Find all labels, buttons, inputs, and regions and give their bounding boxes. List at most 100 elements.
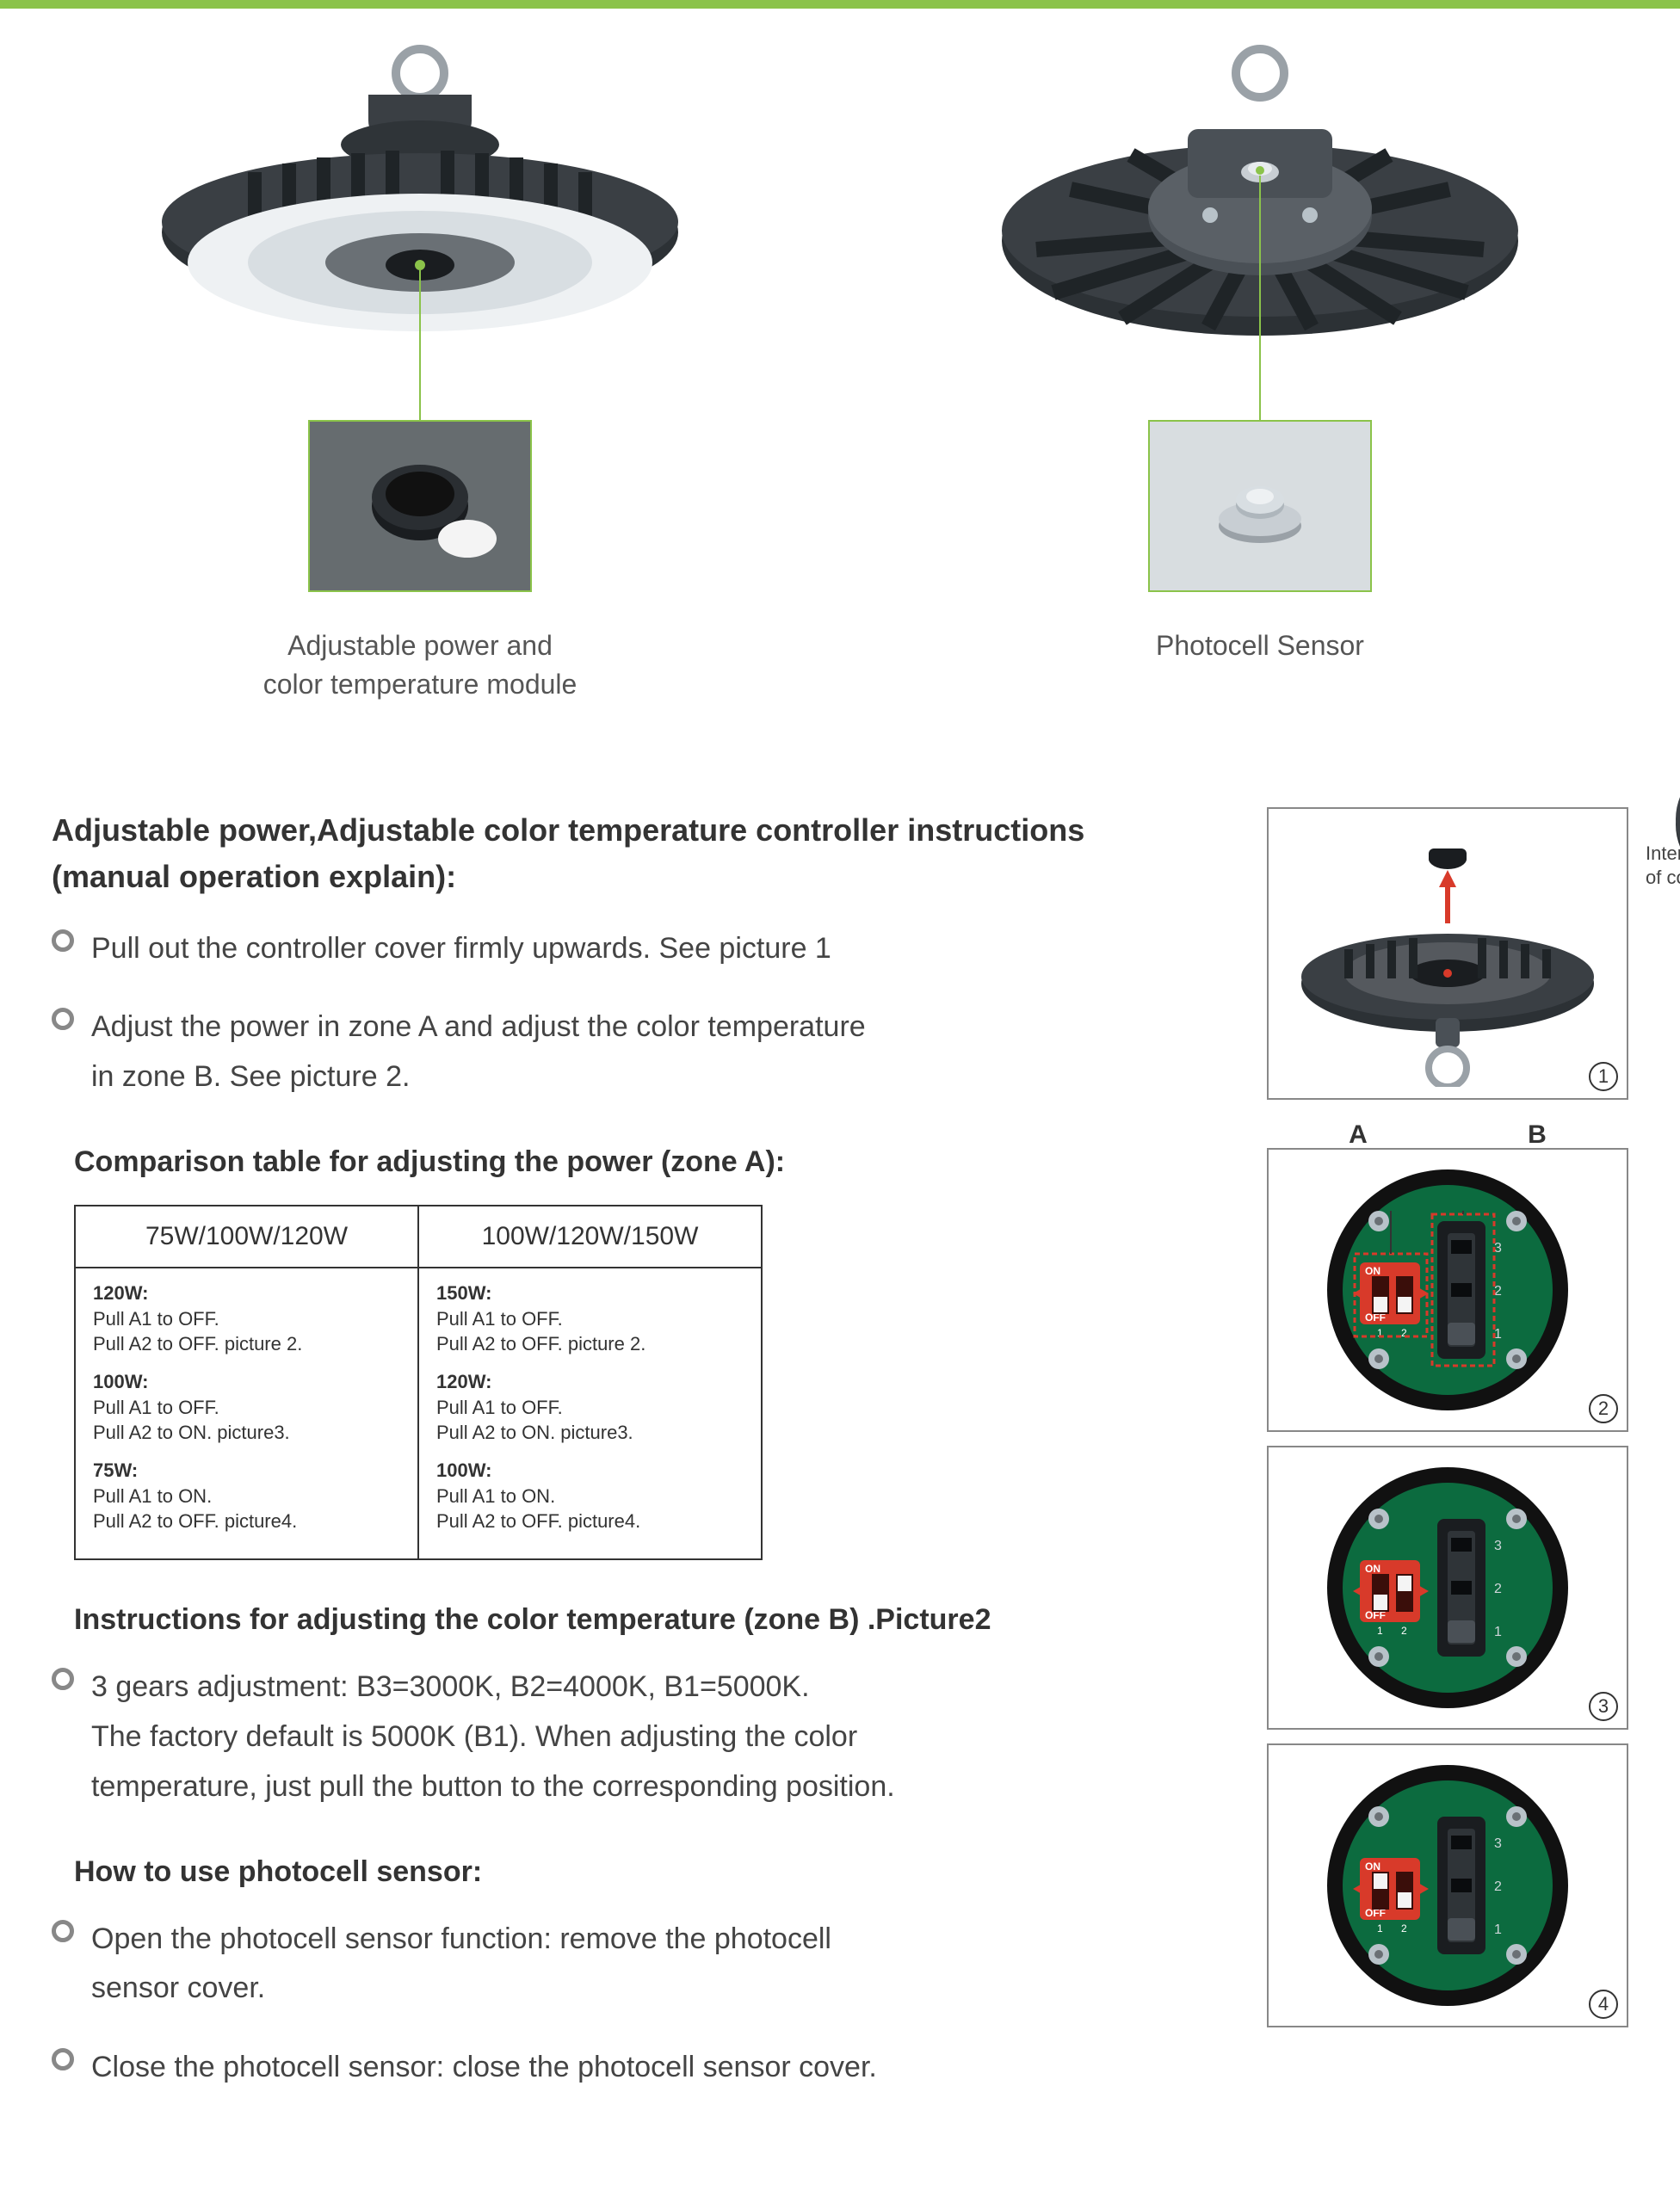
photocell-detail: [1208, 459, 1312, 553]
page-content: Adjustable power and color temperature m…: [0, 9, 1680, 2174]
figure-left: Adjustable power and color temperature m…: [119, 43, 721, 704]
figure-right: Photocell Sensor: [959, 43, 1561, 665]
step-line: Pull A2 to OFF. picture 2.: [436, 1333, 645, 1355]
svg-text:ON: ON: [1365, 1265, 1380, 1277]
figure-left-caption: Adjustable power and color temperature m…: [263, 626, 578, 704]
step-line: Pull A1 to OFF.: [436, 1397, 563, 1418]
wattage-label: 120W:: [436, 1371, 491, 1392]
table-header: 100W/120W/150W: [418, 1206, 762, 1268]
step-line: Pull A1 to OFF.: [93, 1308, 219, 1330]
caption-text: Photocell Sensor: [1156, 630, 1364, 661]
step-line: Pull A2 to OFF. picture 2.: [93, 1333, 302, 1355]
wattage-label: 75W:: [93, 1459, 138, 1481]
product-figures-row: Adjustable power and color temperature m…: [52, 43, 1628, 704]
wattage-label: 150W:: [436, 1282, 491, 1304]
lower-layout: Adjustable power,Adjustable color temper…: [52, 807, 1628, 2122]
bullet-line: 3 gears adjustment: B3=3000K, B2=4000K, …: [91, 1663, 895, 1712]
bullet-line: temperature, just pull the button to the…: [91, 1762, 895, 1812]
zone-label-b: B: [1528, 1120, 1547, 1150]
step-line: Pull A2 to OFF. picture4.: [436, 1510, 640, 1532]
bullet-adjust-zones: Adjust the power in zone A and adjust th…: [52, 1003, 1241, 1102]
bullet-icon: [52, 1008, 74, 1030]
heading-photocell: How to use photocell sensor:: [74, 1855, 1241, 1889]
detail-box-photocell: [1148, 420, 1372, 592]
bullet-pull-cover: Pull out the controller cover firmly upw…: [52, 924, 1241, 974]
comparison-table: 75W/100W/120W 100W/120W/150W 120W: Pull A…: [74, 1205, 763, 1560]
pictures-col: Internal structure of controller: [1267, 807, 1628, 2027]
bullet-photocell-open: Open the photocell sensor function: remo…: [52, 1915, 1241, 2015]
panel1-illustration: [1284, 820, 1611, 1087]
svg-text:3: 3: [1494, 1836, 1502, 1851]
bullet-color-gears: 3 gears adjustment: B3=3000K, B2=4000K, …: [52, 1663, 1241, 1811]
svg-text:1: 1: [1494, 1922, 1502, 1937]
panel-number: 2: [1589, 1394, 1618, 1423]
picture-panel-4: 321ONOFF12 4: [1267, 1743, 1628, 2027]
heading-comparison-table: Comparison table for adjusting the power…: [74, 1145, 1241, 1179]
step-line: Pull A2 to ON. picture3.: [436, 1422, 633, 1443]
panel-1-wrapper: Internal structure of controller: [1267, 807, 1628, 1100]
bullet-text: Close the photocell sensor: close the ph…: [91, 2043, 877, 2093]
pcb-illustration-2: 321ONOFF12: [1319, 1161, 1577, 1419]
step-line: Pull A1 to OFF.: [93, 1397, 219, 1418]
caption-text: color temperature module: [263, 669, 578, 700]
heading-color-temp: Instructions for adjusting the color tem…: [74, 1603, 1241, 1637]
step-line: Pull A1 to OFF.: [436, 1308, 563, 1330]
svg-text:3: 3: [1494, 1539, 1502, 1553]
note-line: Internal structure: [1646, 842, 1680, 864]
wattage-label: 100W:: [93, 1371, 148, 1392]
accent-top-bar: [0, 0, 1680, 9]
svg-text:ON: ON: [1365, 1563, 1380, 1575]
bullet-icon: [52, 1668, 74, 1690]
figure-right-caption: Photocell Sensor: [1156, 626, 1364, 665]
bullet-icon: [52, 2048, 74, 2070]
wattage-label: 120W:: [93, 1282, 148, 1304]
svg-text:1: 1: [1377, 1922, 1383, 1935]
controller-knob-detail: [334, 437, 506, 575]
bullet-icon: [52, 1920, 74, 1942]
table-cell: 150W: Pull A1 to OFF. Pull A2 to OFF. pict…: [418, 1268, 762, 1559]
wattage-label: 100W:: [436, 1459, 491, 1481]
note-line: of controller: [1646, 867, 1680, 888]
heading-controller-instructions: Adjustable power,Adjustable color temper…: [52, 807, 1241, 900]
svg-text:ON: ON: [1365, 1861, 1380, 1873]
instructions-col: Adjustable power,Adjustable color temper…: [52, 807, 1241, 2122]
step-line: Pull A2 to ON. picture3.: [93, 1422, 290, 1443]
panel-number: 3: [1589, 1692, 1618, 1721]
table-cell: 120W: Pull A1 to OFF. Pull A2 to OFF. pict…: [75, 1268, 418, 1559]
bullet-text: 3 gears adjustment: B3=3000K, B2=4000K, …: [91, 1663, 895, 1811]
heading-text: (manual operation explain):: [52, 859, 456, 894]
picture-panel-3: 321ONOFF12 3: [1267, 1446, 1628, 1730]
pcb-illustration-3: 321ONOFF12: [1319, 1459, 1577, 1717]
bullet-text: Adjust the power in zone A and adjust th…: [91, 1003, 866, 1102]
svg-text:2: 2: [1494, 1582, 1502, 1596]
detail-box-controller: [308, 420, 532, 592]
bullet-text: Pull out the controller cover firmly upw…: [91, 924, 831, 974]
bullet-icon: [52, 929, 74, 952]
svg-text:2: 2: [1401, 1625, 1407, 1637]
caption-text: Adjustable power and: [287, 630, 553, 661]
highbay-front-illustration: [145, 43, 695, 422]
internal-structure-note: Internal structure of controller: [1646, 842, 1680, 891]
panel-number: 4: [1589, 1990, 1618, 2019]
svg-text:2: 2: [1494, 1879, 1502, 1894]
svg-text:1: 1: [1377, 1625, 1383, 1637]
step-line: Pull A1 to ON.: [436, 1485, 555, 1507]
svg-text:2: 2: [1401, 1922, 1407, 1935]
table-header: 75W/100W/120W: [75, 1206, 418, 1268]
step-line: Pull A2 to OFF. picture4.: [93, 1510, 297, 1532]
panel-number: 1: [1589, 1062, 1618, 1091]
highbay-top-illustration: [985, 43, 1535, 422]
bullet-line: Open the photocell sensor function: remo…: [91, 1915, 831, 1965]
pcb-illustration-4: 321ONOFF12: [1319, 1756, 1577, 2015]
bullet-line: The factory default is 5000K (B1). When …: [91, 1712, 895, 1762]
svg-text:1: 1: [1494, 1625, 1502, 1639]
bullet-photocell-close: Close the photocell sensor: close the ph…: [52, 2043, 1241, 2093]
picture-panel-1: 1: [1267, 807, 1628, 1100]
step-line: Pull A1 to ON.: [93, 1485, 212, 1507]
bullet-line: Adjust the power in zone A and adjust th…: [91, 1003, 866, 1052]
zone-label-a: A: [1349, 1120, 1368, 1150]
bullet-text: Open the photocell sensor function: remo…: [91, 1915, 831, 2015]
picture-panel-2: A B 321ONOFF12 2: [1267, 1148, 1628, 1432]
bullet-line: sensor cover.: [91, 1964, 831, 2014]
zone-labels: A B: [1269, 1120, 1627, 1150]
